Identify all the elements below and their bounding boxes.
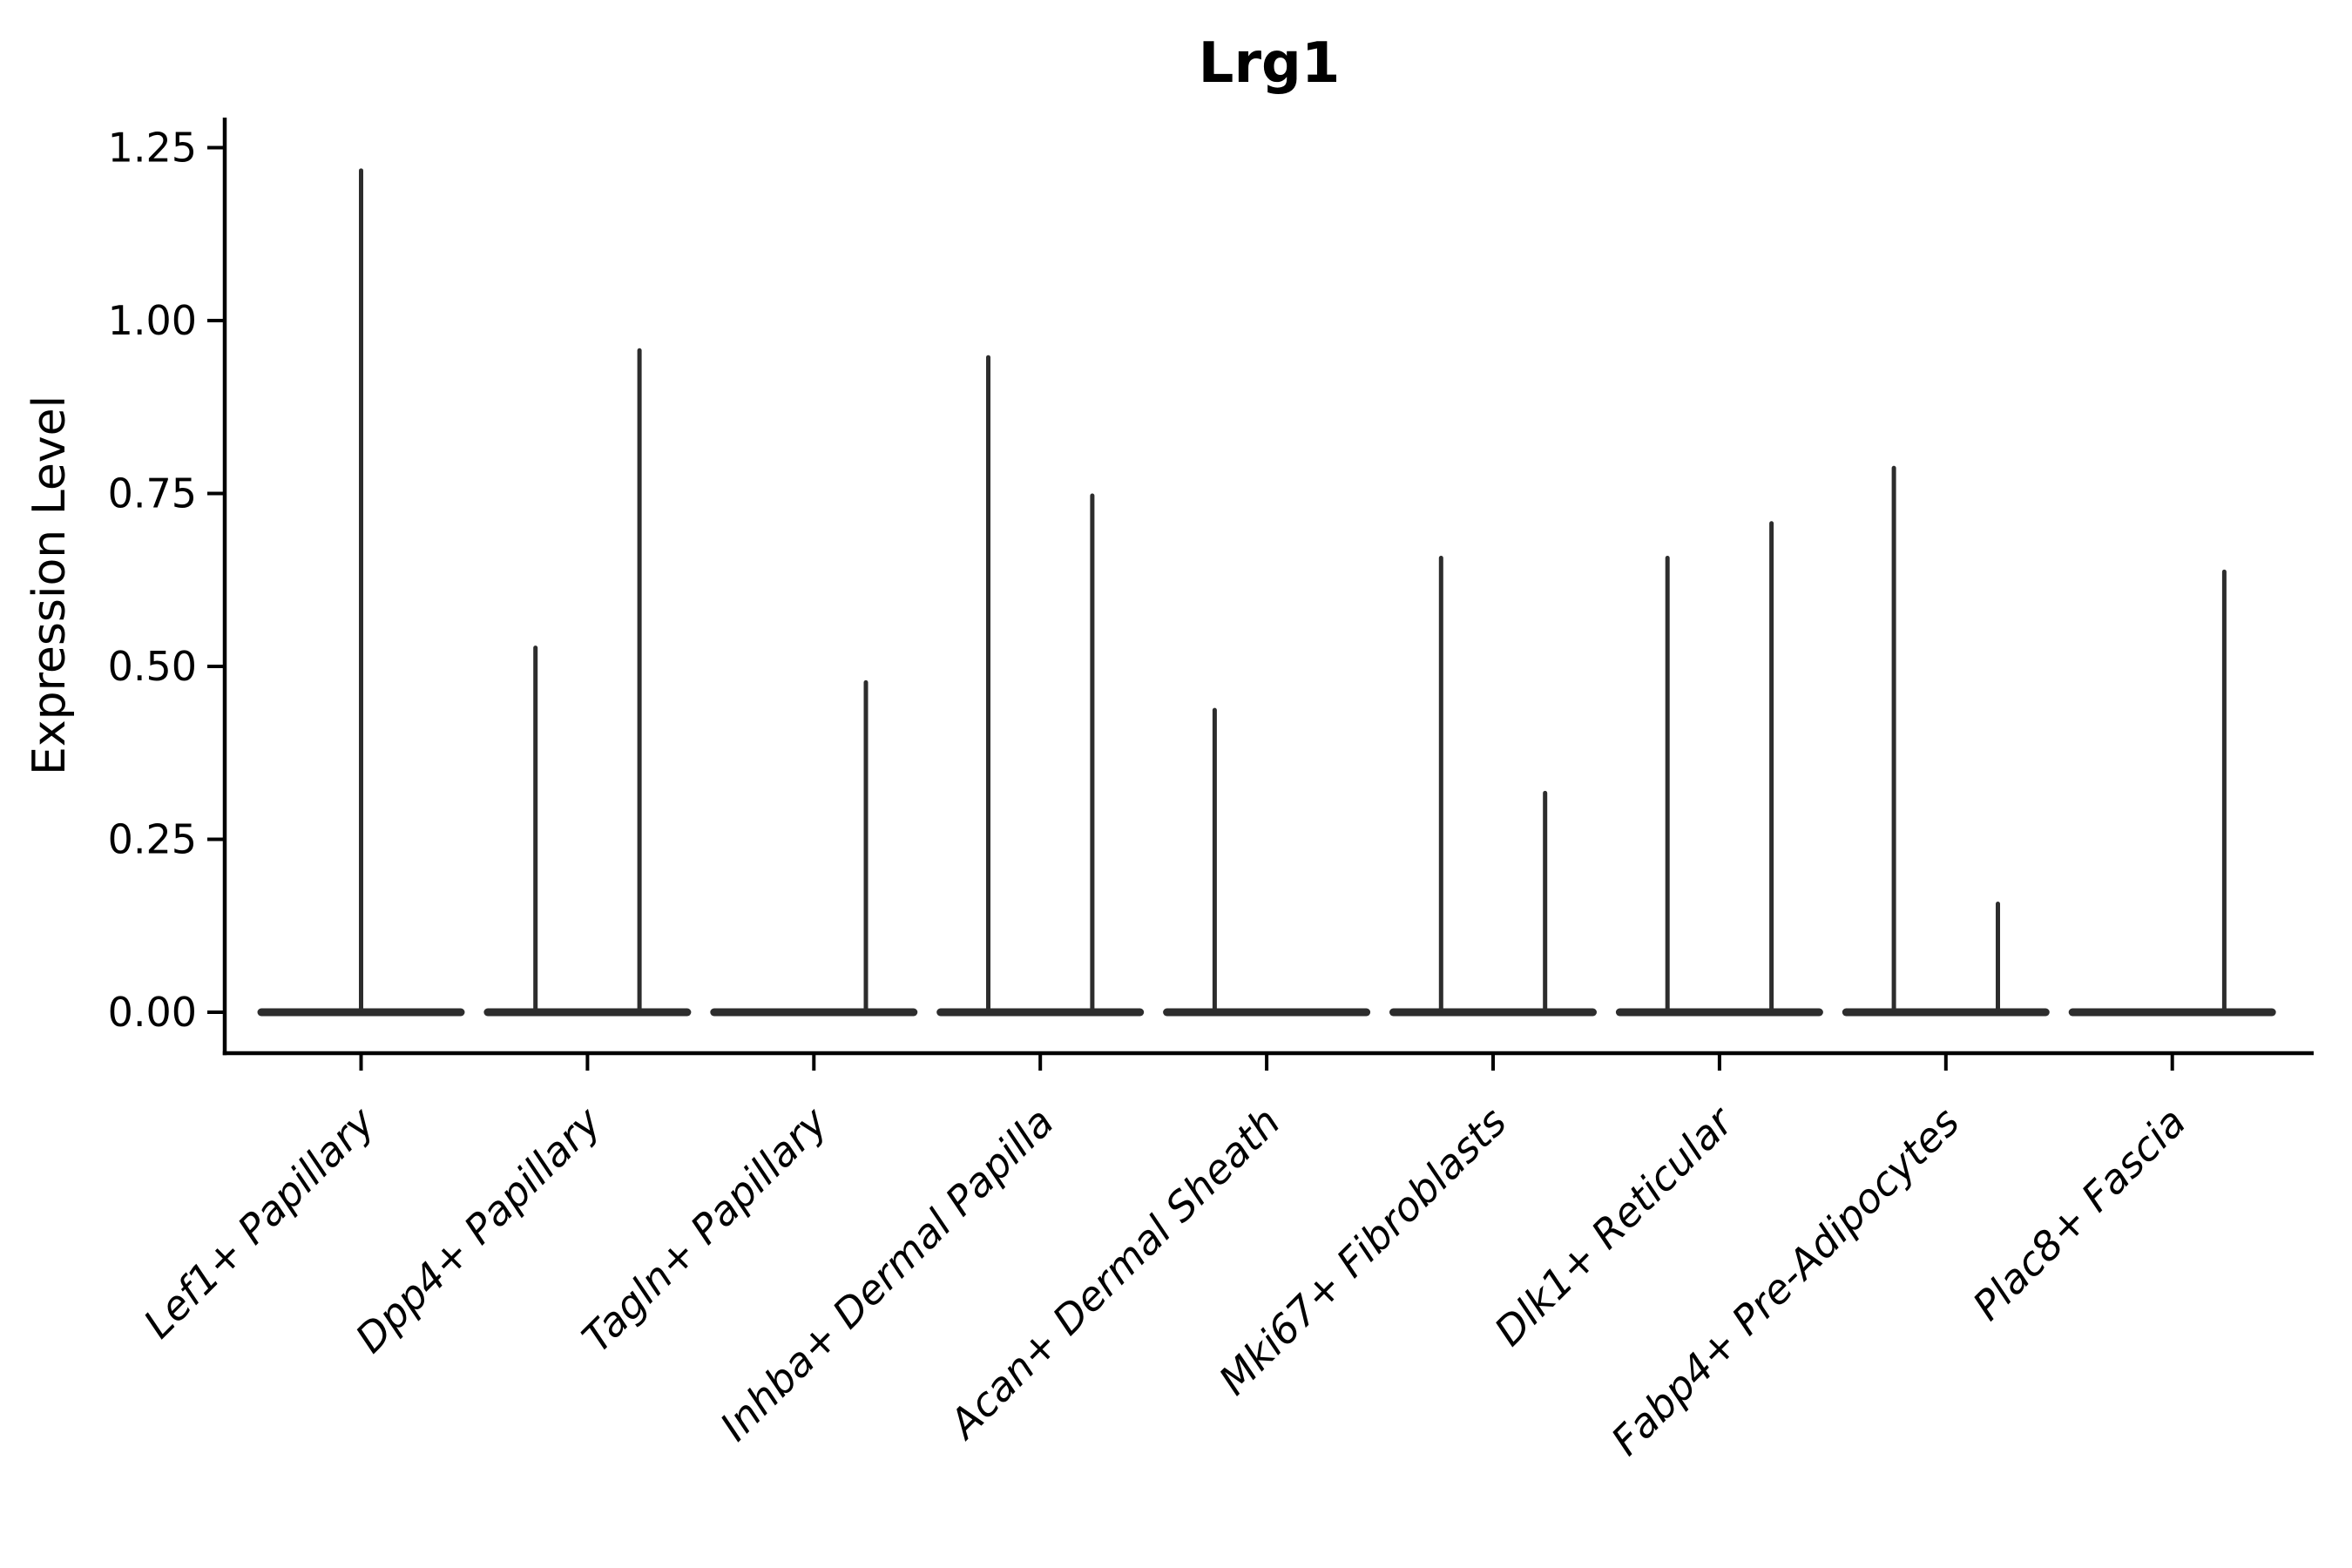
violin-spike [1438,555,1443,1012]
violin-spike [863,679,868,1012]
violin-spike [2221,569,2227,1012]
y-tick-label: 0.00 [108,989,197,1036]
x-tick-label: Tagln+ Papillary [573,1098,837,1362]
violin-9 [2068,569,2276,1017]
y-tick-label: 1.00 [108,297,197,344]
violin-baseline [2068,1008,2276,1017]
y-tick-label: 0.25 [108,816,197,863]
y-tick-label: 0.50 [108,643,197,690]
x-tick-label: Lef1+ Papillary [134,1098,383,1347]
violin-5 [1163,707,1371,1017]
x-tick-label: Plac8+ Fascia [1963,1098,2194,1329]
chart-title: Lrg1 [1198,31,1341,96]
violin-baseline [483,1008,692,1017]
violin-spike [1212,707,1217,1012]
violin-baseline [936,1008,1145,1017]
violin-7 [1615,521,1823,1017]
violin-spike [1090,493,1095,1012]
violin-6 [1389,555,1597,1017]
x-tick-label: Dpp4+ Papillary [347,1098,611,1362]
y-tick-label: 1.25 [108,125,197,172]
violin-spike [1665,555,1670,1012]
violin-baseline [1389,1008,1597,1017]
violin-baseline [1842,1008,2050,1017]
y-tick-label: 0.75 [108,470,197,517]
violin-spike [533,645,538,1012]
violin-2 [483,348,692,1017]
violin-baseline [1615,1008,1823,1017]
violin-spike [1769,521,1774,1012]
violin-spike [1543,790,1548,1012]
violin-spike [986,355,990,1012]
violin-3 [710,679,918,1017]
x-tick-label: Dlk1+ Reticular [1485,1096,1744,1355]
violin-spike [1891,465,1896,1012]
violin-baseline [1163,1008,1371,1017]
violin-1 [257,168,465,1017]
violin-spike [359,168,363,1012]
violin-spike [1996,901,2000,1012]
violin-4 [936,355,1145,1017]
violin-8 [1842,465,2050,1017]
violin-baseline [710,1008,918,1017]
violin-spike [637,348,642,1012]
